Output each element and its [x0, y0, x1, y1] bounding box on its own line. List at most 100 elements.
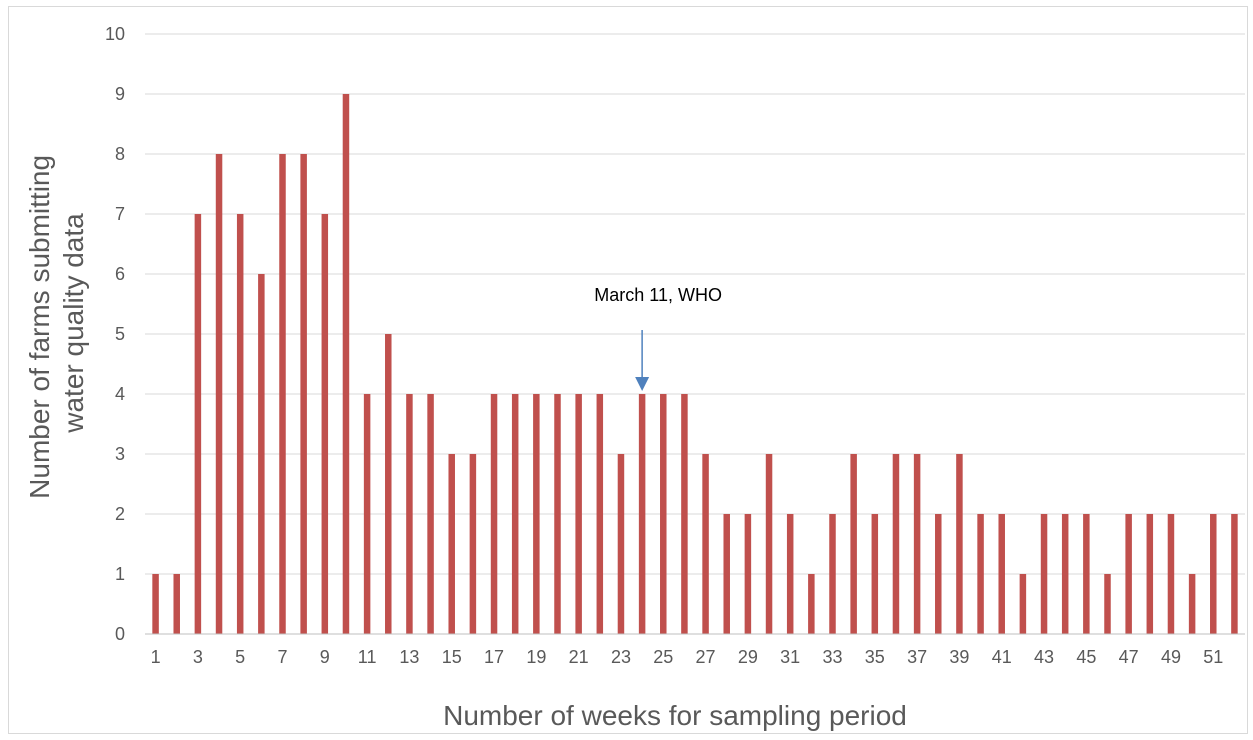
- x-tick-label: 17: [484, 647, 504, 667]
- bar: [1061, 514, 1069, 634]
- x-tick-label: 43: [1034, 647, 1054, 667]
- bar: [469, 454, 477, 634]
- chart-frame: 0 1 2 3 4 5 6 7 8 9 10 1 3 5 7 9 11 13 15 17 19 21 23 25 27 29 31 3…: [8, 6, 1248, 734]
- bar: [490, 394, 498, 634]
- bar: [998, 514, 1005, 634]
- bar: [194, 214, 202, 634]
- x-tick-label: 47: [1119, 647, 1139, 667]
- x-tick-label: 23: [611, 647, 631, 667]
- bar: [363, 394, 371, 634]
- bar: [913, 454, 921, 634]
- bar: [279, 154, 286, 634]
- bar: [406, 394, 413, 634]
- bar: [300, 154, 307, 634]
- bar: [638, 394, 646, 634]
- x-tick-label: 13: [399, 647, 419, 667]
- x-tick-label: 21: [569, 647, 589, 667]
- bar: [1167, 514, 1175, 634]
- bar: [1083, 514, 1090, 634]
- annotation-text: March 11, WHO: [594, 285, 722, 305]
- x-tick-label: 29: [738, 647, 758, 667]
- bar: [215, 154, 223, 634]
- y-tick-label: 4: [115, 384, 125, 404]
- bar: [1040, 514, 1048, 634]
- y-axis-title: Number of farms submitting water quality…: [24, 147, 89, 499]
- y-axis-title-line1: Number of farms submitting: [24, 155, 55, 499]
- x-tick-label: 15: [442, 647, 462, 667]
- bar: [427, 394, 434, 634]
- x-tick-label: 19: [526, 647, 546, 667]
- gridlines: [145, 33, 1245, 575]
- bar: [871, 514, 879, 634]
- bar: [448, 454, 455, 634]
- bar: [258, 274, 265, 634]
- x-tick-label: 41: [992, 647, 1012, 667]
- x-tick-label: 5: [235, 647, 245, 667]
- y-tick-label: 3: [115, 444, 125, 464]
- bar: [977, 514, 984, 634]
- x-tick-label: 51: [1203, 647, 1223, 667]
- bar: [681, 394, 688, 634]
- bar: [829, 514, 836, 634]
- y-tick-label: 6: [115, 264, 125, 284]
- x-tick-label: 39: [949, 647, 969, 667]
- bar: [596, 394, 604, 634]
- bar: [236, 214, 244, 634]
- bar: [935, 514, 942, 634]
- x-tick-label: 49: [1161, 647, 1181, 667]
- x-axis-title: Number of weeks for sampling period: [443, 700, 907, 731]
- y-tick-label: 0: [115, 624, 125, 644]
- bar: [173, 574, 180, 634]
- x-tick-label: 45: [1076, 647, 1096, 667]
- bar-series: [152, 94, 1238, 634]
- bar: [1146, 514, 1154, 634]
- bar: [702, 454, 709, 634]
- bar: [723, 514, 730, 634]
- bar: [892, 454, 900, 634]
- bar: [1104, 574, 1111, 634]
- x-tick-label: 1: [151, 647, 161, 667]
- bar: [850, 454, 857, 634]
- bar: [1125, 514, 1132, 634]
- annotation: March 11, WHO: [594, 285, 722, 391]
- bar: [1210, 514, 1217, 634]
- x-tick-label: 7: [277, 647, 287, 667]
- x-tick-label: 11: [358, 647, 377, 667]
- x-tick-label: 27: [696, 647, 716, 667]
- bar: [660, 394, 667, 634]
- y-tick-label: 2: [115, 504, 125, 524]
- bar: [786, 514, 794, 634]
- x-tick-label: 31: [780, 647, 800, 667]
- y-axis-title-line2: water quality data: [58, 213, 89, 434]
- x-tick-label: 9: [320, 647, 330, 667]
- y-tick-label: 8: [115, 144, 125, 164]
- x-tick-label: 25: [653, 647, 673, 667]
- bar: [617, 454, 625, 634]
- bar: [342, 94, 350, 634]
- y-tick-label: 10: [105, 24, 125, 44]
- x-tick-label: 37: [907, 647, 927, 667]
- bar: [1188, 574, 1196, 634]
- bar: [511, 394, 519, 634]
- bar: [1231, 514, 1238, 634]
- x-tick-label: 33: [822, 647, 842, 667]
- bar: [554, 394, 561, 634]
- bar: [321, 214, 329, 634]
- bar: [808, 574, 815, 634]
- bar: [744, 514, 752, 634]
- y-tick-label: 1: [115, 564, 125, 584]
- y-tick-label: 9: [115, 84, 125, 104]
- x-tick-label: 35: [865, 647, 885, 667]
- y-tick-label: 5: [115, 324, 125, 344]
- y-tick-label: 7: [115, 204, 125, 224]
- bar: [575, 394, 582, 634]
- bar: [533, 394, 540, 634]
- x-tick-label: 3: [193, 647, 203, 667]
- bar: [956, 454, 963, 634]
- bar: [152, 574, 159, 634]
- bar: [385, 334, 392, 634]
- bar: [765, 454, 773, 634]
- bar: [1019, 574, 1027, 634]
